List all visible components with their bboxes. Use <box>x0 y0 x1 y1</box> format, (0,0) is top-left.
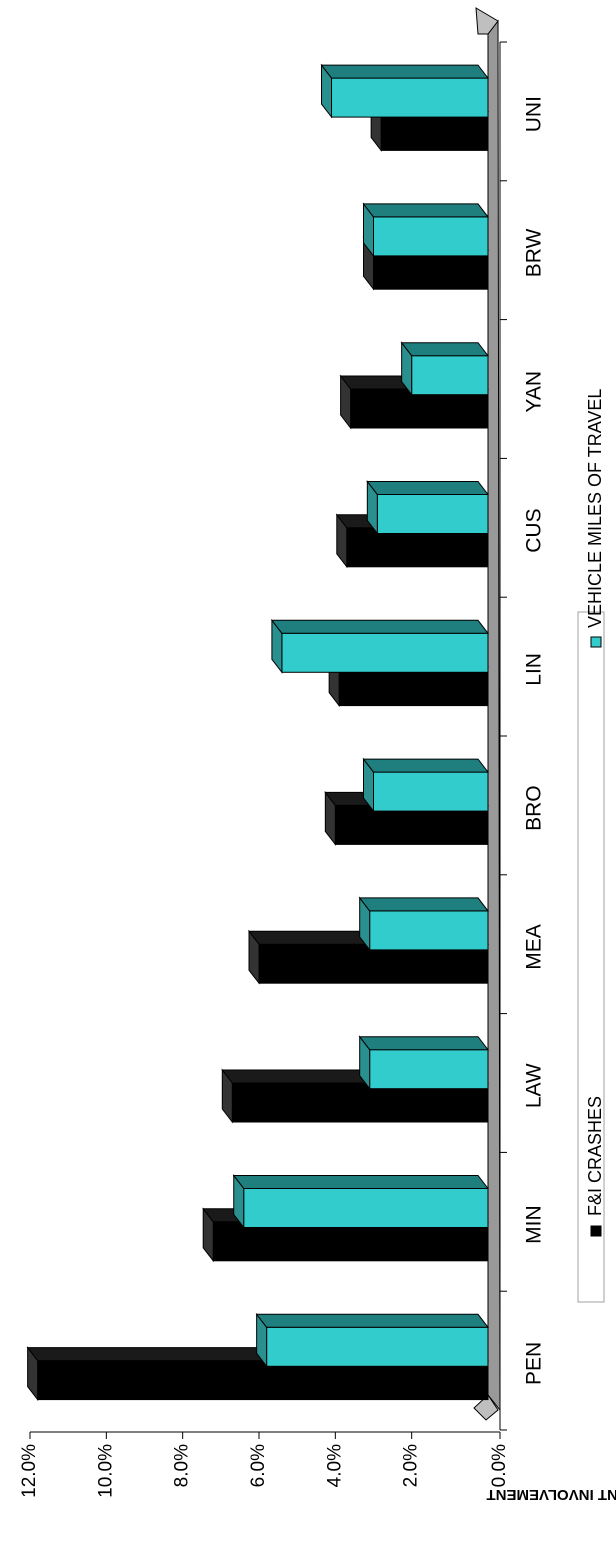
bar-side-vmt-min <box>232 1174 490 1189</box>
legend-label-vmt: VEHICLE MILES OF TRAVEL <box>585 389 605 628</box>
value-axis-label-10-0: 10.0% <box>95 1444 116 1498</box>
bar-front-vmt-min <box>243 1187 489 1228</box>
bar-front-vmt-cus <box>376 493 489 534</box>
bar-front-vmt-law <box>369 1049 489 1090</box>
chart-floor-cap-bottom <box>473 1394 499 1421</box>
value-axis-label-2-0: 2.0% <box>401 1444 422 1487</box>
value-axis-label-6-0: 6.0% <box>248 1444 269 1487</box>
bar-vmt-yan <box>400 341 490 397</box>
category-label-law: LAW <box>523 1063 546 1108</box>
category-label-bro: BRO <box>523 785 546 831</box>
bar-front-vmt-pen <box>266 1326 489 1367</box>
bar-side-vmt-pen <box>255 1313 490 1328</box>
value-axis-label-8-0: 8.0% <box>172 1444 193 1487</box>
bar-side-vmt-lin <box>270 619 490 634</box>
category-label-lin: LIN <box>523 653 546 686</box>
category-label-brw: BRW <box>523 228 546 277</box>
chart-floor-plane <box>487 19 501 1412</box>
bar-vmt-law <box>358 1035 490 1091</box>
category-label-pen: PEN <box>523 1342 546 1385</box>
value-axis-label-12-0: 12.0% <box>19 1444 40 1498</box>
chart-floor-cap <box>475 7 499 35</box>
bar-side-vmt-bro <box>362 758 490 773</box>
bar-side-vmt-brw <box>362 203 490 218</box>
category-label-mea: MEA <box>523 924 546 970</box>
bar-fi-law <box>221 1068 490 1124</box>
value-axis: 0.0% 2.0% 4.0% 6.0% 8.0% 10.0% 12.0% <box>19 1431 510 1498</box>
bar-front-fi-uni <box>380 110 489 151</box>
bar-front-fi-mea <box>258 943 489 984</box>
value-axis-label-0-0: 0.0% <box>489 1444 510 1487</box>
bar-vmt-brw <box>362 202 490 258</box>
legend-box <box>577 611 605 1303</box>
bar-vmt-min <box>232 1174 490 1229</box>
bars-layer <box>26 63 490 1402</box>
bar-front-fi-yan <box>350 388 489 429</box>
category-label-cus: CUS <box>523 508 546 552</box>
bar-front-vmt-brw <box>373 216 489 257</box>
bar-side-vmt-mea <box>358 897 490 912</box>
bar-front-vmt-bro <box>373 771 489 812</box>
legend-swatch-vmt <box>590 636 602 648</box>
bar-front-vmt-yan <box>411 355 489 396</box>
bar-side-vmt-law <box>358 1036 490 1051</box>
bar-vmt-mea <box>358 896 490 952</box>
category-axis: PEN MIN LAW MEA BRO LIN CUS YAN BRW UNI <box>499 41 546 1431</box>
legend: F&I CRASHES VEHICLE MILES OF TRAVEL <box>577 389 605 1303</box>
bar-vmt-pen <box>255 1312 490 1368</box>
bar-side-vmt-yan <box>400 342 490 357</box>
value-axis-label-4-0: 4.0% <box>324 1444 345 1487</box>
bar-front-fi-bro <box>334 804 489 845</box>
category-label-min: MIN <box>523 1205 546 1244</box>
category-label-yan: YAN <box>523 371 546 413</box>
bar-side-vmt-cus <box>366 480 490 495</box>
y-axis-title: PERCENT INVOLVEMENT <box>486 1486 616 1503</box>
category-label-uni: UNI <box>523 96 546 132</box>
bar-front-fi-law <box>231 1082 489 1123</box>
bar-vmt-lin <box>270 618 490 674</box>
bar-vmt-cus <box>366 480 490 535</box>
bar-vmt-uni <box>320 63 490 119</box>
bar-front-fi-brw <box>373 249 489 290</box>
bar-front-vmt-uni <box>331 77 489 118</box>
legend-label-fi-crashes: F&I CRASHES <box>585 1096 605 1216</box>
bar-front-fi-cus <box>346 527 489 568</box>
bar-side-vmt-uni <box>320 64 490 79</box>
bar-vmt-bro <box>362 757 490 813</box>
bar-front-vmt-lin <box>281 632 489 673</box>
bar-front-fi-lin <box>338 666 489 707</box>
legend-swatch-fi-crashes <box>590 1225 602 1237</box>
bar-front-vmt-mea <box>369 910 489 951</box>
